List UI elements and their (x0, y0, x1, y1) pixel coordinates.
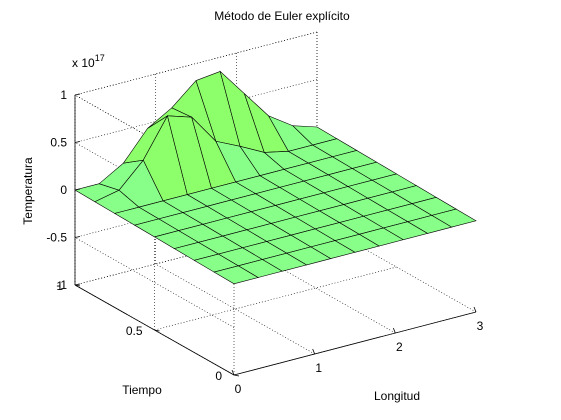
left-grid-z (74, 237, 235, 328)
x-tick-label: 0 (235, 382, 242, 396)
x-tick (473, 306, 477, 313)
z-tick-label: -1 (56, 278, 67, 292)
x-tick (231, 369, 235, 376)
y-axis-label: Tiempo (122, 383, 162, 397)
floor-grid-x (236, 242, 396, 334)
x-tick-label: 3 (477, 319, 484, 333)
z-tick-label: -0.5 (46, 231, 67, 245)
y-tick-label: 0 (215, 369, 222, 383)
x-tick-label: 2 (396, 340, 403, 354)
surface-mesh (74, 70, 477, 285)
z-tick (74, 93, 81, 96)
z-tick-label: 0 (60, 183, 67, 197)
y-tick-label: 1 (56, 279, 63, 293)
z-axis-label: Temperatura (21, 157, 35, 225)
x-axis-label: Longitud (374, 389, 420, 403)
surface-patch (431, 208, 477, 228)
y-tick (233, 374, 240, 377)
floor-grid-x (316, 221, 477, 313)
x-tick (312, 348, 316, 355)
z-tick (74, 188, 81, 191)
x-axis-line (233, 311, 477, 376)
z-tick (74, 141, 81, 143)
floor-grid-x (155, 263, 315, 355)
z-tick-label: 0.5 (50, 136, 67, 150)
x-tick (392, 327, 396, 334)
y-tick (154, 329, 160, 332)
z-multiplier: x 1017 (72, 53, 105, 70)
z-tick-label: 1 (60, 88, 67, 102)
x-tick-label: 1 (315, 361, 322, 375)
z-tick (74, 236, 81, 238)
y-tick-label: 0.5 (126, 324, 143, 338)
y-tick (74, 284, 81, 287)
chart-title: Método de Euler explícito (214, 9, 350, 23)
axes-ticks: -1 -0.5 0 0.5 1 0 0.5 1 0 1 2 3 (46, 88, 483, 396)
